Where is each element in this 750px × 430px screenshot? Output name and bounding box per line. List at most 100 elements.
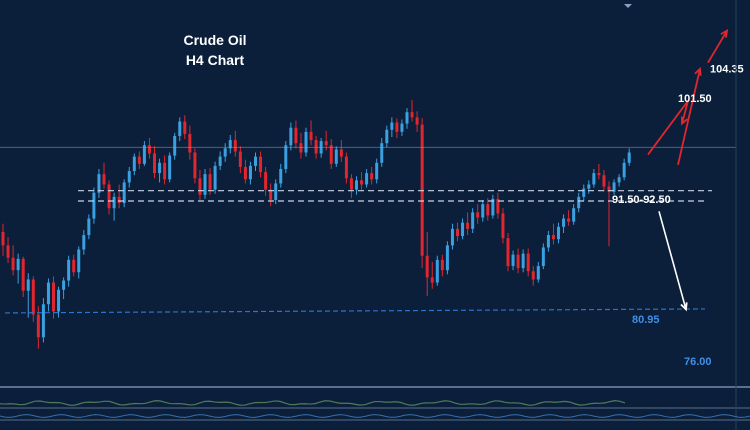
- candle-body: [612, 182, 616, 192]
- candle-body: [324, 141, 328, 146]
- candle-body: [87, 218, 91, 236]
- candle-body: [456, 228, 459, 237]
- target-label-1: 101.50: [678, 93, 712, 105]
- candle-body: [516, 254, 520, 269]
- candle-body: [67, 259, 71, 281]
- candle-body: [269, 189, 273, 200]
- indicator-line: [0, 400, 626, 406]
- candle-body: [259, 156, 263, 173]
- candle-body: [445, 245, 449, 271]
- candle-body: [294, 127, 298, 144]
- candle-body: [107, 184, 111, 209]
- bullish-path-3: [707, 30, 728, 64]
- candle-body: [213, 165, 217, 190]
- candle-body: [531, 271, 535, 280]
- candle-body: [1, 231, 5, 246]
- candle-body: [299, 143, 303, 153]
- candle-body: [147, 145, 151, 154]
- candle-body: [450, 228, 454, 246]
- candle-body: [380, 143, 384, 163]
- candle-body: [248, 165, 252, 180]
- candle-body: [72, 259, 76, 273]
- candle-body: [370, 173, 374, 180]
- candle-body: [163, 162, 167, 180]
- candle-body: [11, 257, 15, 271]
- candle-body: [218, 156, 222, 166]
- candle-body: [405, 112, 409, 124]
- indicator-line-2: [0, 414, 750, 418]
- candle-body: [440, 259, 444, 271]
- bullish-path-1: [647, 100, 689, 156]
- candle-body: [31, 279, 35, 315]
- candle-body: [506, 238, 510, 267]
- chart-title-line-1: Crude Oil: [183, 32, 247, 48]
- candle-body: [168, 155, 172, 180]
- candle-body: [97, 174, 101, 193]
- candle-body: [360, 180, 364, 185]
- support-label: 80.95: [632, 314, 660, 326]
- candle-body: [410, 112, 414, 118]
- candle-body: [375, 162, 379, 180]
- candle-body: [435, 259, 439, 283]
- candle-body: [289, 127, 293, 146]
- candle-body: [355, 180, 358, 190]
- candle-body: [178, 121, 182, 136]
- candle-body: [279, 168, 283, 184]
- candle-body: [274, 183, 278, 200]
- scroll-marker-icon: [624, 4, 632, 8]
- candle-body: [208, 174, 212, 190]
- candle-body: [390, 122, 394, 130]
- candle-body: [82, 235, 86, 250]
- candle-body: [304, 131, 308, 153]
- bearish-path: [658, 211, 687, 310]
- candle-body: [587, 184, 591, 189]
- candles-layer: [1, 99, 631, 349]
- candle-body: [112, 196, 116, 209]
- arrows-layer: [647, 28, 729, 312]
- chart-title: Crude Oil H4 Chart: [150, 30, 280, 70]
- candle-body: [602, 175, 606, 187]
- labels-layer: 91.50-92.50 80.95 76.00 101.50 104.35: [612, 63, 744, 368]
- candle-body: [344, 156, 348, 179]
- arrowhead-icon: [680, 302, 688, 312]
- arrowhead-icon: [720, 28, 729, 38]
- candle-body: [511, 254, 515, 267]
- candle-body: [62, 280, 66, 290]
- candle-body: [122, 182, 126, 204]
- candle-body: [329, 145, 333, 164]
- candle-body: [430, 277, 434, 283]
- candle-body: [137, 156, 141, 164]
- candle-body: [461, 222, 465, 237]
- candle-body: [334, 149, 338, 164]
- candle-body: [77, 249, 81, 273]
- candle-body: [551, 235, 555, 240]
- candle-body: [228, 140, 232, 149]
- candle-body: [546, 235, 550, 248]
- candle-body: [284, 145, 288, 169]
- candle-body: [415, 117, 419, 125]
- arrowhead-icon: [694, 66, 702, 76]
- candle-body: [622, 162, 626, 178]
- candle-body: [223, 148, 227, 157]
- candle-body: [243, 166, 247, 180]
- candle-body: [395, 122, 399, 132]
- candle-body: [26, 279, 30, 291]
- candle-body: [188, 133, 192, 153]
- bullish-path-2: [677, 68, 701, 166]
- candle-body: [577, 196, 581, 209]
- candle-body: [57, 289, 61, 312]
- candle-body: [365, 173, 369, 185]
- candle-body: [183, 121, 187, 134]
- candle-body: [158, 162, 162, 174]
- candle-body: [21, 258, 25, 291]
- candle-body: [92, 192, 96, 219]
- candle-body: [627, 152, 631, 163]
- candle-body: [592, 173, 596, 185]
- candle-body: [572, 208, 576, 222]
- candle-body: [476, 212, 480, 218]
- candle-body: [132, 156, 136, 172]
- candle-body: [521, 253, 525, 269]
- candle-body: [349, 178, 353, 190]
